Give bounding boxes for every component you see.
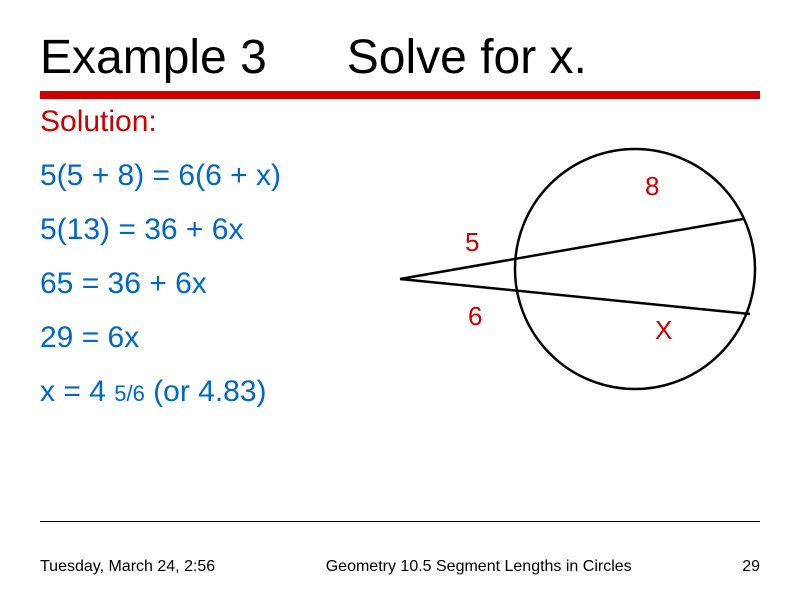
diagram-circle	[515, 149, 755, 389]
diagram-label-5: 5	[465, 227, 479, 258]
diagram-label-x: X	[655, 315, 672, 346]
slide-container: Example 3 Solve for x. Solution: 5(5 + 8…	[0, 0, 800, 600]
final-prefix: x = 4	[40, 375, 114, 408]
diagram: 8 5 6 X	[390, 109, 770, 429]
footer-page-number: 29	[742, 558, 760, 576]
diagram-secant-1	[400, 219, 743, 279]
title-example: Example 3	[40, 30, 267, 85]
footer: Tuesday, March 24, 2:56 Geometry 10.5 Se…	[40, 558, 760, 576]
diagram-secant-2	[400, 279, 750, 314]
footer-title: Geometry 10.5 Segment Lengths in Circles	[326, 558, 632, 576]
diagram-svg	[390, 109, 770, 429]
footer-divider	[40, 521, 760, 522]
title-solve: Solve for x.	[347, 30, 587, 85]
title-row: Example 3 Solve for x.	[40, 30, 760, 85]
diagram-label-8: 8	[645, 171, 659, 202]
title-underline	[40, 91, 760, 99]
diagram-label-6: 6	[468, 301, 482, 332]
footer-date: Tuesday, March 24, 2:56	[40, 558, 215, 576]
final-fraction: 5/6	[114, 381, 145, 406]
content-area: Solution: 5(5 + 8) = 6(6 + x) 5(13) = 36…	[40, 105, 760, 409]
final-suffix: (or 4.83)	[145, 375, 267, 408]
